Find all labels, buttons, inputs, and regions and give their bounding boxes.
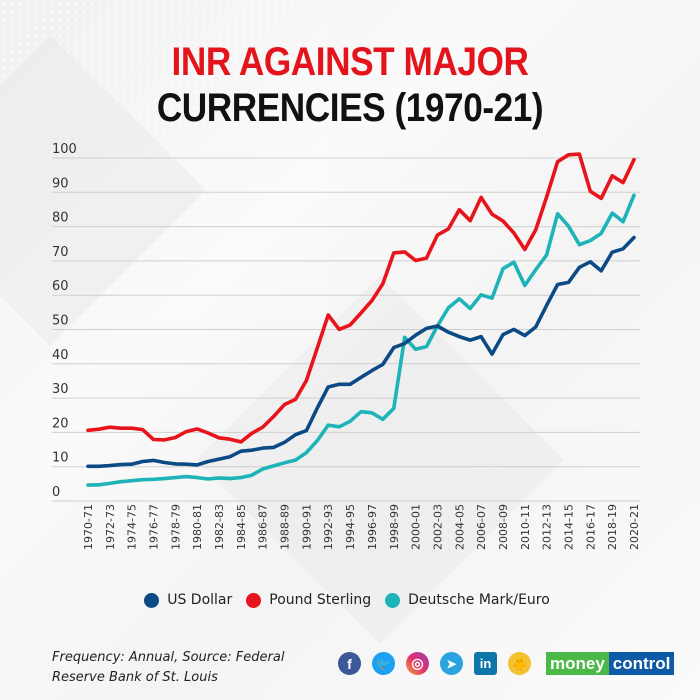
logo-part-money: money — [546, 652, 609, 675]
legend-label: Deutsche Mark/Euro — [408, 592, 550, 608]
social-links: f 🐦 ◎ ➤ in 🐥 money control — [338, 652, 675, 675]
legend-marker-deutsche-mark-euro — [385, 592, 401, 608]
series-line-pound-sterling — [86, 152, 636, 444]
x-tick-label: 2012-13 — [541, 504, 554, 550]
x-tick-label: 1990-91 — [300, 504, 313, 550]
x-axis-ticks: 1970-71 1972-73 1974-75 1976-77 1978-79 1980-… — [82, 504, 641, 550]
legend-marker-pound-sterling — [246, 592, 262, 608]
twitter-icon[interactable]: 🐦 — [372, 652, 395, 675]
gridlines — [52, 157, 640, 502]
moneycontrol-logo[interactable]: money control — [546, 652, 675, 675]
legend-item-us-dollar: US Dollar — [144, 592, 232, 608]
y-tick-label: 80 — [52, 211, 69, 226]
x-tick-label: 1998-99 — [388, 504, 401, 550]
x-tick-label: 1996-97 — [366, 504, 379, 550]
x-tick-label: 2004-05 — [453, 504, 466, 550]
y-tick-label: 100 — [52, 142, 77, 157]
x-tick-label: 2008-09 — [497, 504, 510, 550]
y-tick-label: 20 — [52, 416, 69, 431]
source-note: Frequency: Annual, Source: Federal Reser… — [52, 650, 285, 685]
series-lines — [86, 152, 636, 487]
koo-icon[interactable]: 🐥 — [508, 652, 531, 675]
legend-item-deutsche-mark-euro: Deutsche Mark/Euro — [385, 592, 550, 608]
logo-part-control: control — [608, 652, 675, 675]
x-tick-label: 1994-95 — [344, 504, 357, 550]
x-tick-label: 1980-81 — [191, 504, 204, 550]
chart-title-line1: INR AGAINST MAJOR — [171, 40, 529, 84]
legend-label: Pound Sterling — [269, 592, 372, 608]
x-tick-label: 2014-15 — [562, 504, 575, 550]
y-tick-label: 30 — [52, 382, 69, 397]
y-axis-ticks: 0 10 20 30 40 50 60 70 80 90 100 — [52, 142, 77, 500]
instagram-icon[interactable]: ◎ — [406, 652, 429, 675]
x-tick-label: 2018-19 — [606, 504, 619, 550]
x-tick-label: 1982-83 — [213, 504, 226, 550]
y-tick-label: 90 — [52, 176, 69, 191]
x-tick-label: 1984-85 — [235, 504, 248, 550]
x-tick-label: 1992-93 — [322, 504, 335, 550]
background-dot-pattern — [0, 0, 330, 320]
y-tick-label: 50 — [52, 314, 69, 329]
x-tick-label: 2000-01 — [410, 504, 423, 550]
x-tick-label: 1972-73 — [104, 504, 117, 550]
x-tick-label: 1974-75 — [126, 504, 139, 550]
legend-marker-us-dollar — [144, 592, 160, 608]
y-tick-label: 0 — [52, 485, 60, 500]
x-tick-label: 1976-77 — [148, 504, 161, 550]
y-tick-label: 60 — [52, 279, 69, 294]
legend: US Dollar Pound Sterling Deutsche Mark/E… — [0, 592, 700, 608]
x-tick-label: 2016-17 — [584, 504, 597, 550]
x-tick-label: 2006-07 — [475, 504, 488, 550]
x-tick-label: 1970-71 — [82, 504, 95, 550]
telegram-icon[interactable]: ➤ — [440, 652, 463, 675]
x-tick-label: 2002-03 — [431, 504, 444, 550]
facebook-icon[interactable]: f — [338, 652, 361, 675]
x-tick-label: 2020-21 — [628, 504, 641, 550]
legend-label: US Dollar — [167, 592, 233, 608]
x-tick-label: 1986-87 — [257, 504, 270, 550]
y-tick-label: 40 — [52, 348, 69, 363]
x-tick-label: 2010-11 — [519, 504, 532, 550]
legend-item-pound-sterling: Pound Sterling — [246, 592, 371, 608]
x-tick-label: 1988-89 — [279, 504, 292, 550]
series-line-deutsche-mark-euro — [86, 193, 636, 487]
x-tick-label: 1978-79 — [169, 504, 182, 550]
y-tick-label: 10 — [52, 451, 69, 466]
chart-title-line2: CURRENCIES (1970-21) — [156, 86, 544, 130]
linkedin-icon[interactable]: in — [474, 652, 497, 675]
series-line-us-dollar — [86, 235, 636, 469]
y-tick-label: 70 — [52, 245, 69, 260]
